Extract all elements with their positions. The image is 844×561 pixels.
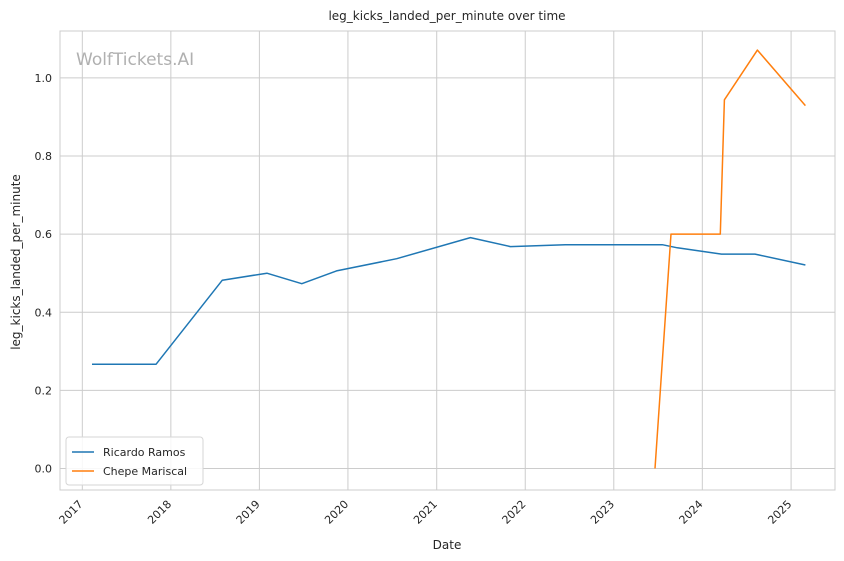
series-line-0 <box>92 236 806 365</box>
y-tick-label: 0.0 <box>35 463 53 476</box>
x-axis: 2017 2018 2019 2020 2021 2022 2023 2024 2025 <box>57 498 795 527</box>
x-tick-label: 2023 <box>588 498 617 527</box>
y-axis: 0.0 0.2 0.4 0.6 0.8 1.0 <box>35 72 53 476</box>
series-layer <box>92 49 806 469</box>
y-tick-label: 0.8 <box>35 150 53 163</box>
chart-title: leg_kicks_landed_per_minute over time <box>328 9 565 23</box>
x-axis-title: Date <box>433 538 462 552</box>
x-tick-label: 2017 <box>57 498 86 527</box>
grid <box>60 31 835 490</box>
x-tick-label: 2022 <box>500 498 529 527</box>
y-axis-title: leg_kicks_landed_per_minute <box>9 174 23 350</box>
x-tick-label: 2021 <box>411 498 440 527</box>
watermark: WolfTickets.AI <box>76 50 194 70</box>
y-tick-label: 1.0 <box>35 72 53 85</box>
plot-frame <box>59 30 836 491</box>
legend-box <box>65 436 204 486</box>
x-tick-label: 2018 <box>145 498 174 527</box>
x-tick-label: 2025 <box>765 498 794 527</box>
y-tick-label: 0.4 <box>35 306 53 319</box>
legend-label-0: Ricardo Ramos <box>103 446 186 459</box>
x-tick-label: 2024 <box>677 498 706 527</box>
legend: Ricardo Ramos Chepe Mariscal <box>65 436 204 486</box>
x-tick-label: 2019 <box>234 498 263 527</box>
series-line-1 <box>654 49 806 469</box>
plot-area <box>60 31 835 490</box>
x-tick-label: 2020 <box>322 498 351 527</box>
legend-label-1: Chepe Mariscal <box>103 465 187 478</box>
y-tick-label: 0.2 <box>35 384 53 397</box>
y-tick-label: 0.6 <box>35 228 53 241</box>
